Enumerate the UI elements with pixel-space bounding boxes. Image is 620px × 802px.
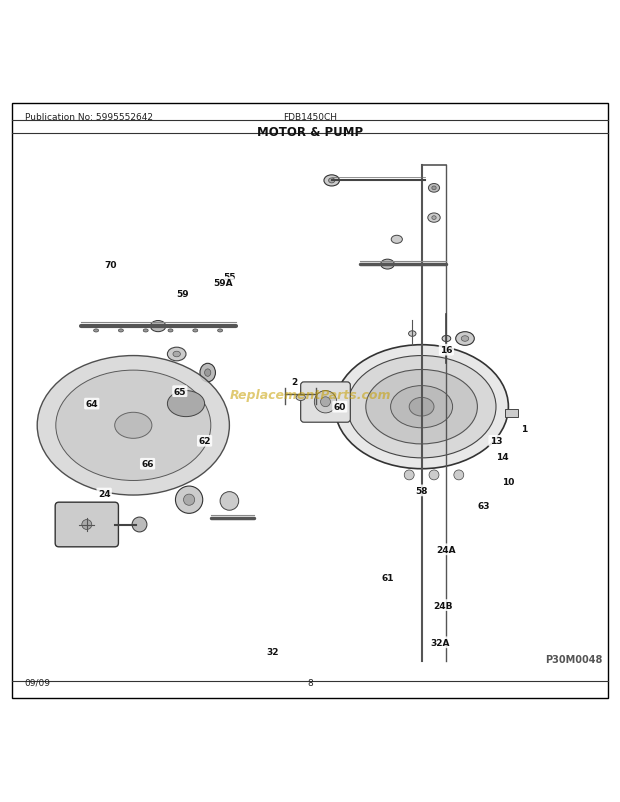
Circle shape <box>321 397 330 407</box>
Ellipse shape <box>391 386 453 428</box>
Text: 59: 59 <box>177 290 189 299</box>
Text: 62: 62 <box>198 437 211 446</box>
Ellipse shape <box>218 330 223 333</box>
Circle shape <box>220 492 239 511</box>
Ellipse shape <box>56 371 211 481</box>
Text: 58: 58 <box>415 486 428 496</box>
Ellipse shape <box>335 346 508 469</box>
Text: FDB1450CH: FDB1450CH <box>283 113 337 122</box>
Text: 14: 14 <box>496 452 508 461</box>
Ellipse shape <box>173 352 180 358</box>
Ellipse shape <box>168 330 173 333</box>
Circle shape <box>132 517 147 533</box>
Text: 32A: 32A <box>430 638 450 647</box>
Ellipse shape <box>200 364 216 383</box>
Text: P30M0048: P30M0048 <box>546 654 603 664</box>
Text: ReplacementParts.com: ReplacementParts.com <box>229 388 391 401</box>
FancyBboxPatch shape <box>55 503 118 547</box>
Text: 70: 70 <box>104 261 117 269</box>
Circle shape <box>82 520 92 530</box>
Ellipse shape <box>432 187 436 190</box>
Ellipse shape <box>205 370 211 377</box>
Circle shape <box>314 391 337 413</box>
Text: 09/09: 09/09 <box>25 678 51 687</box>
Text: 24B: 24B <box>433 601 453 610</box>
Ellipse shape <box>428 184 440 193</box>
Circle shape <box>404 470 414 480</box>
FancyBboxPatch shape <box>301 383 350 423</box>
Text: 24A: 24A <box>436 545 456 554</box>
Text: 63: 63 <box>477 502 490 511</box>
Ellipse shape <box>296 395 305 401</box>
Text: 13: 13 <box>490 437 502 446</box>
Text: 61: 61 <box>381 573 394 582</box>
Ellipse shape <box>167 348 186 362</box>
Ellipse shape <box>391 236 402 244</box>
Ellipse shape <box>381 260 394 269</box>
Text: 55: 55 <box>223 273 236 282</box>
Ellipse shape <box>409 331 416 337</box>
Text: 59A: 59A <box>213 279 233 288</box>
Text: 10: 10 <box>502 477 515 486</box>
Circle shape <box>175 487 203 514</box>
Ellipse shape <box>118 330 123 333</box>
Ellipse shape <box>193 330 198 333</box>
Ellipse shape <box>461 336 469 342</box>
Circle shape <box>454 470 464 480</box>
Text: 66: 66 <box>141 460 154 468</box>
Text: 65: 65 <box>174 387 186 396</box>
Ellipse shape <box>347 356 496 458</box>
Text: MOTOR & PUMP: MOTOR & PUMP <box>257 125 363 139</box>
Text: 60: 60 <box>334 403 346 411</box>
Text: 8: 8 <box>307 678 313 687</box>
Ellipse shape <box>324 176 340 187</box>
Text: 64: 64 <box>86 399 98 408</box>
Ellipse shape <box>366 370 477 444</box>
Ellipse shape <box>143 330 148 333</box>
Circle shape <box>184 495 195 505</box>
Ellipse shape <box>37 356 229 496</box>
Ellipse shape <box>167 391 205 417</box>
Text: 2: 2 <box>291 378 298 387</box>
Ellipse shape <box>329 179 335 184</box>
Ellipse shape <box>428 213 440 223</box>
Text: 32: 32 <box>267 647 279 656</box>
Ellipse shape <box>94 330 99 333</box>
Circle shape <box>429 470 439 480</box>
Text: 1: 1 <box>521 424 527 433</box>
Text: 24: 24 <box>98 489 110 498</box>
Ellipse shape <box>409 398 434 416</box>
Ellipse shape <box>115 413 152 439</box>
Ellipse shape <box>432 217 436 221</box>
Bar <box>505 409 518 418</box>
Ellipse shape <box>456 332 474 346</box>
Text: Publication No: 5995552642: Publication No: 5995552642 <box>25 113 153 122</box>
Ellipse shape <box>150 321 166 332</box>
Text: 16: 16 <box>440 346 453 354</box>
Ellipse shape <box>442 336 451 342</box>
